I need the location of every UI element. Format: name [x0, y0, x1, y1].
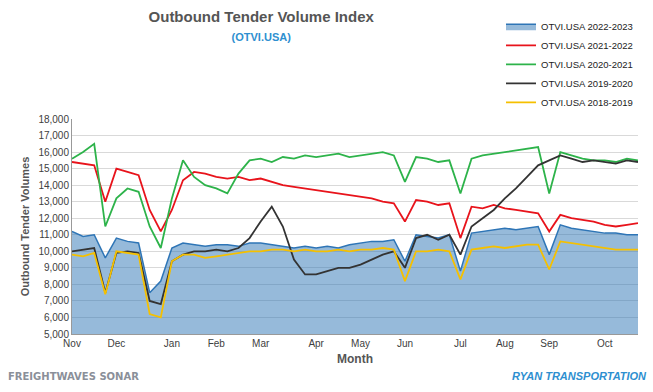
svg-text:FREIGHTWAVES SONAR: FREIGHTWAVES SONAR: [8, 371, 139, 382]
svg-text:OTVI.USA 2020-2021: OTVI.USA 2020-2021: [541, 59, 633, 70]
svg-text:Nov: Nov: [63, 338, 81, 349]
svg-text:Apr: Apr: [308, 338, 324, 349]
svg-text:9,000: 9,000: [44, 262, 69, 273]
svg-text:OTVI.USA 2021-2022: OTVI.USA 2021-2022: [541, 40, 633, 51]
svg-text:Oct: Oct: [597, 338, 613, 349]
svg-text:14,000: 14,000: [38, 180, 69, 191]
svg-text:Outbound Tender Volumes: Outbound Tender Volumes: [19, 157, 31, 297]
svg-text:16,000: 16,000: [38, 147, 69, 158]
svg-text:7,000: 7,000: [44, 295, 69, 306]
svg-text:Month: Month: [337, 352, 373, 366]
svg-text:Dec: Dec: [107, 338, 125, 349]
svg-text:OTVI.USA 2018-2019: OTVI.USA 2018-2019: [541, 97, 633, 108]
svg-text:Sep: Sep: [540, 338, 558, 349]
svg-text:10,000: 10,000: [38, 246, 69, 257]
svg-text:12,000: 12,000: [38, 213, 69, 224]
svg-text:18,000: 18,000: [38, 114, 69, 125]
svg-text:OTVI.USA 2019-2020: OTVI.USA 2019-2020: [541, 78, 633, 89]
svg-text:17,000: 17,000: [38, 130, 69, 141]
svg-text:11,000: 11,000: [39, 229, 69, 240]
svg-text:OTVI.USA 2022-2023: OTVI.USA 2022-2023: [541, 21, 633, 32]
svg-text:Jul: Jul: [454, 338, 467, 349]
svg-text:Outbound Tender Volume Index(O: Outbound Tender Volume Index(OTVI.USA): [149, 8, 375, 44]
svg-text:RYAN TRANSPORTATION: RYAN TRANSPORTATION: [512, 370, 647, 382]
svg-text:May: May: [351, 338, 370, 349]
svg-text:6,000: 6,000: [44, 312, 69, 323]
svg-text:8,000: 8,000: [44, 279, 69, 290]
svg-text:15,000: 15,000: [38, 163, 69, 174]
svg-text:Mar: Mar: [252, 338, 270, 349]
svg-text:Aug: Aug: [496, 338, 514, 349]
svg-text:Jun: Jun: [397, 338, 413, 349]
svg-text:13,000: 13,000: [38, 196, 69, 207]
svg-text:Jan: Jan: [164, 338, 180, 349]
svg-text:Feb: Feb: [208, 338, 226, 349]
svg-text:5,000: 5,000: [44, 329, 69, 340]
